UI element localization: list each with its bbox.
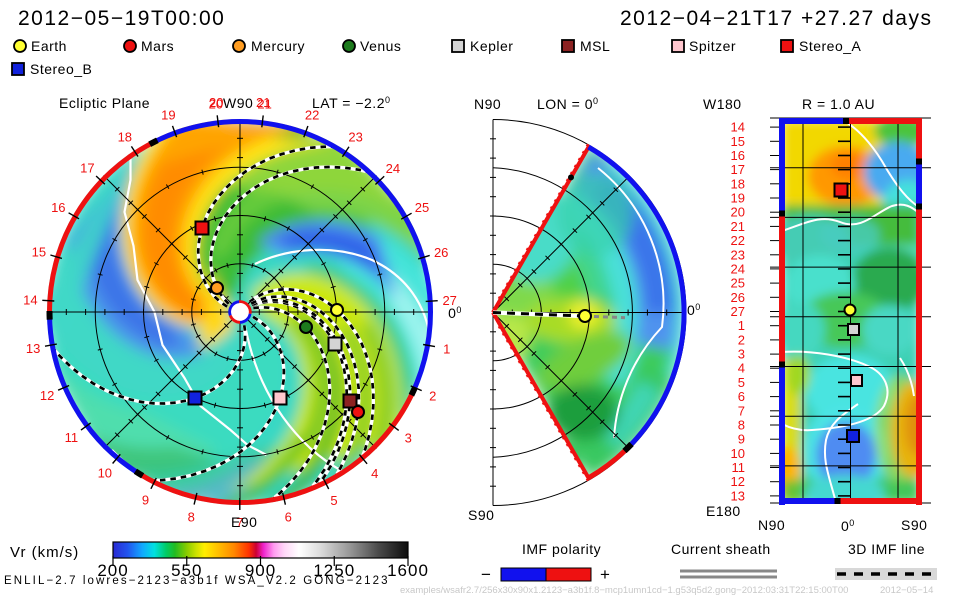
svg-text:5: 5 bbox=[738, 375, 745, 390]
svg-text:900: 900 bbox=[245, 561, 276, 580]
svg-text:N90: N90 bbox=[758, 517, 785, 533]
svg-text:W90: W90 bbox=[223, 95, 253, 111]
svg-text:7: 7 bbox=[738, 403, 745, 418]
svg-text:21: 21 bbox=[256, 95, 270, 110]
svg-text:Venus: Venus bbox=[360, 38, 401, 54]
svg-text:LAT = −2.20: LAT = −2.20 bbox=[312, 95, 391, 111]
svg-text:20: 20 bbox=[209, 95, 223, 110]
svg-text:6: 6 bbox=[285, 509, 292, 524]
svg-text:7: 7 bbox=[236, 515, 243, 530]
svg-text:9: 9 bbox=[738, 432, 745, 447]
svg-text:27: 27 bbox=[442, 293, 456, 308]
svg-text:18: 18 bbox=[731, 176, 745, 191]
svg-text:E90: E90 bbox=[231, 514, 257, 530]
svg-text:1: 1 bbox=[443, 342, 450, 357]
svg-text:2012−04−21T17 +27.27 days: 2012−04−21T17 +27.27 days bbox=[620, 7, 933, 30]
svg-text:14: 14 bbox=[731, 120, 745, 135]
svg-text:S90: S90 bbox=[901, 517, 927, 533]
svg-text:20: 20 bbox=[209, 96, 223, 111]
svg-text:200: 200 bbox=[97, 561, 128, 580]
svg-text:00: 00 bbox=[448, 305, 462, 321]
svg-text:23: 23 bbox=[348, 130, 362, 145]
svg-text:Earth: Earth bbox=[31, 38, 67, 54]
svg-text:Vr (km/s): Vr (km/s) bbox=[10, 544, 79, 561]
svg-text:Current sheath: Current sheath bbox=[671, 541, 771, 557]
svg-text:16: 16 bbox=[731, 148, 745, 163]
svg-text:MSL: MSL bbox=[580, 38, 610, 54]
svg-text:2012−05−14: 2012−05−14 bbox=[880, 585, 933, 596]
svg-text:Spitzer: Spitzer bbox=[689, 38, 736, 54]
svg-text:+: + bbox=[600, 565, 611, 584]
svg-text:IMF polarity: IMF polarity bbox=[522, 541, 601, 557]
svg-text:14: 14 bbox=[23, 293, 37, 308]
svg-text:S90: S90 bbox=[468, 507, 494, 523]
svg-text:27: 27 bbox=[731, 304, 745, 319]
svg-text:8: 8 bbox=[188, 509, 195, 524]
svg-text:26: 26 bbox=[434, 245, 448, 260]
svg-text:25: 25 bbox=[731, 276, 745, 291]
svg-text:19: 19 bbox=[731, 191, 745, 206]
svg-text:ENLIL−2.7 lowres−2123−a3b1f WS: ENLIL−2.7 lowres−2123−a3b1f WSA_V2.2 GON… bbox=[4, 575, 390, 587]
svg-text:11: 11 bbox=[732, 460, 746, 475]
svg-text:examples/wsafr2.7/256x30x90x1.: examples/wsafr2.7/256x30x90x1.2123−a3b1f… bbox=[400, 585, 848, 596]
svg-text:16: 16 bbox=[51, 200, 65, 215]
svg-text:24: 24 bbox=[731, 261, 745, 276]
svg-text:3D IMF line: 3D IMF line bbox=[848, 541, 925, 557]
svg-text:15: 15 bbox=[32, 245, 46, 260]
svg-text:19: 19 bbox=[161, 108, 175, 123]
svg-text:N90: N90 bbox=[474, 96, 501, 112]
svg-text:LON = 00: LON = 00 bbox=[537, 96, 599, 112]
svg-text:12: 12 bbox=[731, 474, 745, 489]
svg-text:5: 5 bbox=[330, 493, 337, 508]
svg-text:18: 18 bbox=[118, 129, 132, 144]
svg-text:20: 20 bbox=[731, 205, 745, 220]
svg-text:10: 10 bbox=[98, 466, 112, 481]
svg-text:2012−05−19T00:00: 2012−05−19T00:00 bbox=[18, 7, 225, 30]
svg-text:−: − bbox=[481, 565, 492, 584]
svg-text:Stereo_B: Stereo_B bbox=[30, 61, 92, 77]
svg-text:2: 2 bbox=[429, 388, 436, 403]
svg-text:00: 00 bbox=[687, 302, 701, 318]
svg-text:E180: E180 bbox=[706, 503, 741, 519]
svg-text:Mercury: Mercury bbox=[251, 38, 305, 54]
svg-text:21: 21 bbox=[257, 96, 271, 111]
svg-text:10: 10 bbox=[731, 446, 745, 461]
svg-text:Ecliptic Plane: Ecliptic Plane bbox=[59, 95, 150, 111]
svg-text:23: 23 bbox=[731, 247, 745, 262]
svg-text:12: 12 bbox=[40, 388, 54, 403]
svg-text:9: 9 bbox=[142, 493, 149, 508]
svg-text:4: 4 bbox=[371, 466, 378, 481]
svg-text:3: 3 bbox=[738, 347, 745, 362]
svg-text:26: 26 bbox=[731, 290, 745, 305]
svg-text:6: 6 bbox=[738, 389, 745, 404]
svg-text:1: 1 bbox=[738, 318, 745, 333]
svg-text:25: 25 bbox=[415, 200, 429, 215]
svg-text:8: 8 bbox=[738, 418, 745, 433]
svg-text:13: 13 bbox=[26, 341, 40, 356]
svg-text:4: 4 bbox=[738, 361, 745, 376]
svg-text:R = 1.0 AU: R = 1.0 AU bbox=[802, 96, 875, 112]
svg-text:3: 3 bbox=[405, 431, 412, 446]
svg-text:17: 17 bbox=[731, 162, 745, 177]
svg-text:17: 17 bbox=[80, 161, 94, 176]
svg-text:11: 11 bbox=[65, 430, 79, 445]
svg-text:2: 2 bbox=[738, 332, 745, 347]
svg-text:21: 21 bbox=[731, 219, 745, 234]
svg-text:550: 550 bbox=[171, 561, 202, 580]
svg-text:1250: 1250 bbox=[313, 561, 355, 580]
svg-text:W180: W180 bbox=[703, 96, 742, 112]
svg-text:22: 22 bbox=[305, 108, 319, 123]
svg-text:15: 15 bbox=[731, 134, 745, 149]
svg-text:22: 22 bbox=[731, 233, 745, 248]
svg-text:Mars: Mars bbox=[141, 38, 174, 54]
svg-text:00: 00 bbox=[841, 518, 855, 534]
svg-text:13: 13 bbox=[731, 488, 745, 503]
svg-text:1600: 1600 bbox=[387, 561, 429, 580]
svg-text:Kepler: Kepler bbox=[470, 38, 513, 54]
svg-text:24: 24 bbox=[386, 161, 400, 176]
svg-text:Stereo_A: Stereo_A bbox=[799, 38, 862, 54]
